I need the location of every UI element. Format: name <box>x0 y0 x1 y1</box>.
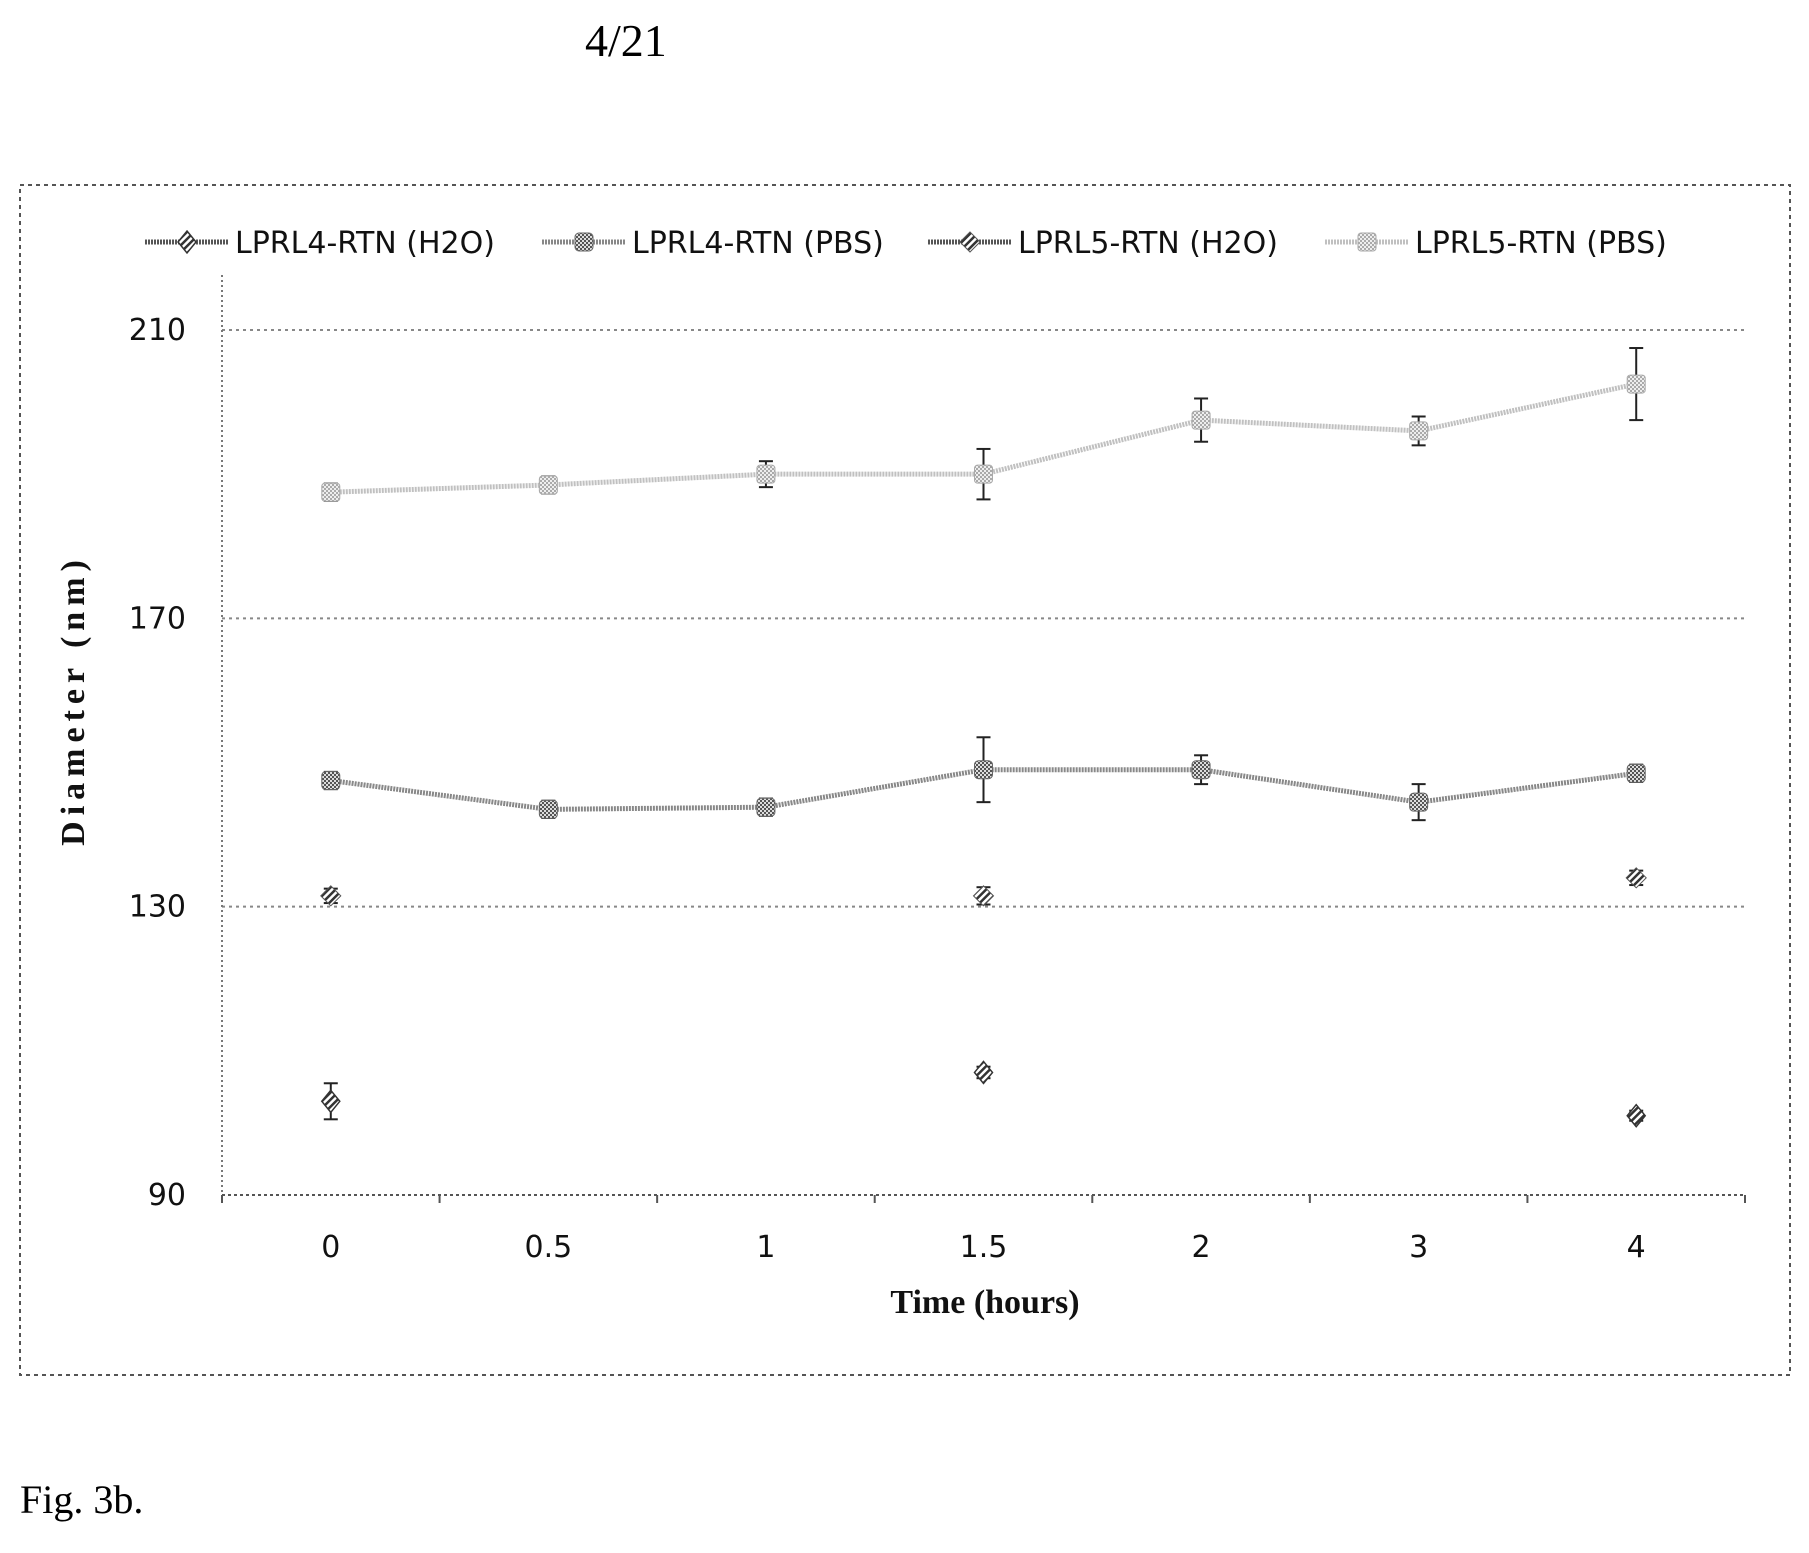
legend-label: LPRL5-RTN (PBS) <box>1415 226 1667 261</box>
x-axis-label: Time (hours) <box>890 1284 1079 1321</box>
data-point <box>972 885 995 907</box>
data-point <box>973 1060 994 1085</box>
y-axis-label: Diameter (nm) <box>55 554 92 846</box>
series-4 <box>321 347 1646 502</box>
legend-label: LPRL5-RTN (H2O) <box>1018 226 1278 261</box>
x-tick-label: 1 <box>756 1230 775 1265</box>
series-3 <box>320 867 1647 907</box>
data-point <box>756 464 776 484</box>
data-point <box>974 760 993 780</box>
series-1 <box>320 1060 1647 1128</box>
page-number: 4/21 <box>585 15 667 66</box>
x-tick-label: 0.5 <box>524 1230 572 1265</box>
data-point <box>320 885 342 907</box>
x-tick-label: 4 <box>1627 1230 1646 1265</box>
figure-caption: Fig. 3b. <box>20 1477 144 1522</box>
data-point <box>1625 867 1647 889</box>
y-tick-label: 130 <box>129 890 186 925</box>
data-point <box>538 475 558 495</box>
series-layer <box>320 347 1647 1128</box>
y-tick-label: 90 <box>148 1178 186 1213</box>
data-point <box>1409 792 1429 812</box>
data-point <box>974 464 993 484</box>
data-point <box>321 771 341 791</box>
data-point <box>1626 1103 1647 1128</box>
legend-swatch-marker <box>959 231 981 253</box>
chart-frame <box>19 184 1791 1376</box>
data-point <box>1191 760 1211 780</box>
data-point <box>1409 421 1429 441</box>
legend-swatch-marker <box>1357 232 1377 252</box>
y-tick-label: 170 <box>129 601 186 636</box>
data-point <box>321 482 341 502</box>
legend-item: LPRL5-RTN (PBS) <box>1325 226 1667 261</box>
legend-swatch-marker <box>177 229 197 255</box>
legend-item: LPRL4-RTN (PBS) <box>542 226 884 261</box>
x-tick-label: 2 <box>1192 1230 1211 1265</box>
data-point <box>756 797 776 817</box>
x-tick-label: 0 <box>321 1230 340 1265</box>
data-point <box>320 1089 341 1114</box>
legend-label: LPRL4-RTN (PBS) <box>632 226 884 261</box>
data-point <box>538 799 558 819</box>
series-2 <box>321 736 1646 822</box>
x-tick-label: 3 <box>1409 1230 1428 1265</box>
legend-item: LPRL4-RTN (H2O) <box>145 226 495 261</box>
legend: LPRL4-RTN (H2O) LPRL4-RTN (PBS) LPRL5-RTN … <box>145 226 1667 261</box>
y-tick-label: 210 <box>129 313 186 348</box>
legend-item: LPRL5-RTN (H2O) <box>928 226 1278 261</box>
data-point <box>1191 410 1211 430</box>
legend-swatch-marker <box>574 232 594 252</box>
gridlines <box>222 329 1745 908</box>
data-point <box>1626 374 1646 394</box>
data-point <box>1626 763 1646 783</box>
axes: 210 170 130 90 0 0.5 1 1.5 2 3 4 <box>129 275 1746 1265</box>
legend-label: LPRL4-RTN (H2O) <box>235 226 495 261</box>
x-tick-label: 1.5 <box>960 1230 1008 1265</box>
